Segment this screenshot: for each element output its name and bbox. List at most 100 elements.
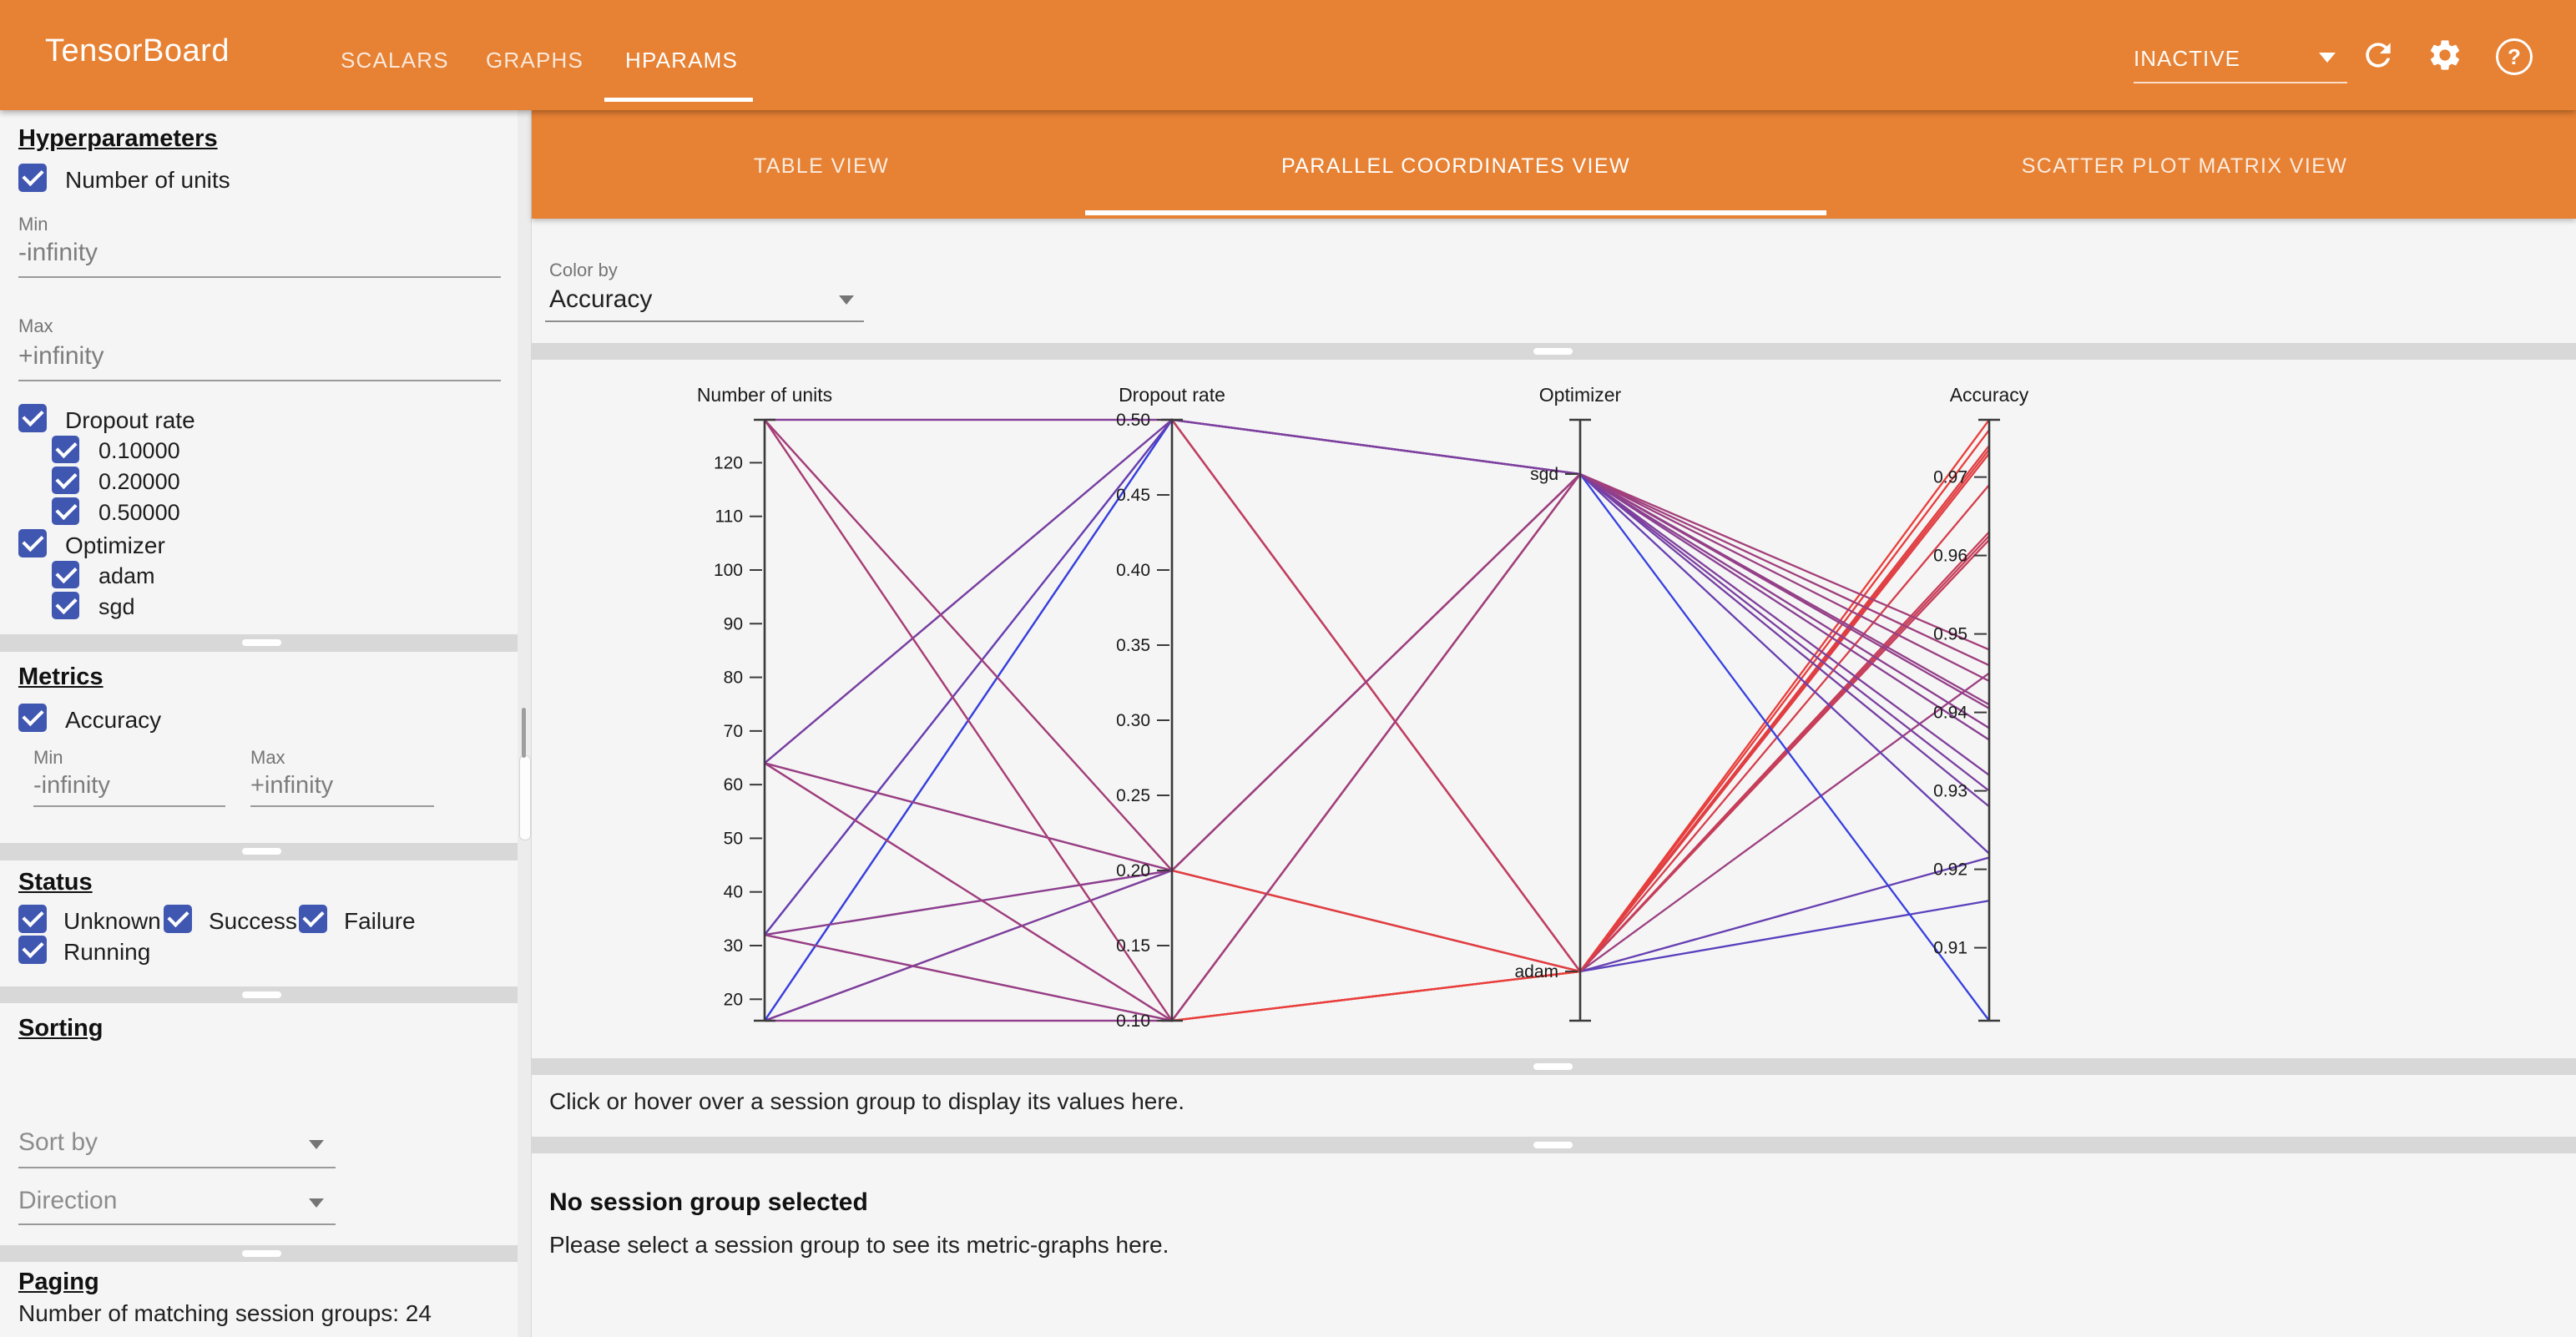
checkbox-label: 0.20000 <box>98 469 180 494</box>
axis-title: Accuracy <box>1950 384 2029 406</box>
tab-parallel-coordinates-view[interactable]: PARALLEL COORDINATES VIEW <box>1281 154 1630 178</box>
checkbox-label: Failure <box>344 908 416 934</box>
max-field-label: Max <box>18 315 53 336</box>
chevron-down-icon[interactable] <box>2319 53 2336 63</box>
session-group-line[interactable] <box>765 418 1990 973</box>
resize-handle[interactable] <box>242 991 281 998</box>
run-status-select[interactable]: INACTIVE <box>2134 46 2240 71</box>
axis-tick-label: 50 <box>724 829 743 848</box>
checkbox-accuracy[interactable] <box>18 704 47 732</box>
parallel-coordinates-section: Number of units 20 30 40 50 60 70 80 90 100 110 120… <box>532 360 2576 1058</box>
reload-icon[interactable] <box>2360 37 2397 73</box>
parallel-coordinates-chart[interactable]: Number of units 20 30 40 50 60 70 80 90 100 110 120… <box>532 360 2576 1057</box>
help-question-mark: ? <box>2508 43 2521 69</box>
max-field-input[interactable]: +infinity <box>250 772 334 799</box>
checkbox-optimizer-sgd[interactable] <box>52 592 79 619</box>
help-icon[interactable]: ? <box>2496 38 2533 75</box>
checkbox-status-running[interactable] <box>18 936 47 964</box>
axis-optimizer[interactable]: Optimizer sgd adam <box>1514 384 1622 1022</box>
checkbox-status-failure[interactable] <box>299 905 327 933</box>
axis-tick-label: 30 <box>724 936 743 956</box>
checkbox-label: Optimizer <box>65 532 165 558</box>
axis-accuracy[interactable]: Accuracy 0.91 0.92 0.93 0.94 0.95 0.96 0.97 <box>1933 384 2029 1022</box>
checkbox-status-success[interactable] <box>164 905 192 933</box>
checkbox-dropout-rate[interactable] <box>18 404 47 432</box>
checkbox-label: sgd <box>98 594 135 619</box>
sidebar-section-metrics: Metrics Accuracy Min -infinity Max +infi… <box>0 652 519 843</box>
max-field-input[interactable]: +infinity <box>18 342 104 370</box>
axis-tick-label: 0.25 <box>1116 786 1150 805</box>
active-tab-underline <box>604 98 753 102</box>
axis-tick-label: 0.91 <box>1933 939 1967 958</box>
chevron-down-icon[interactable] <box>309 1198 324 1208</box>
sidebar-splitter-handle[interactable] <box>522 708 526 758</box>
session-group-line[interactable] <box>764 419 1990 1022</box>
axis-number-of-units[interactable]: Number of units 20 30 40 50 60 70 80 90 100 110 120 <box>697 384 832 1022</box>
sort-by-select[interactable]: Sort by <box>18 1128 98 1156</box>
hyperparameters-heading: Hyperparameters <box>18 125 218 152</box>
axis-tick-label: 20 <box>724 990 743 1009</box>
session-group-line[interactable] <box>764 418 1990 1022</box>
tab-hparams[interactable]: HPARAMS <box>625 48 739 73</box>
active-view-underline <box>1085 210 1826 215</box>
tab-scalars[interactable]: SCALARS <box>341 48 449 73</box>
color-by-section: Color by Accuracy <box>532 219 2576 343</box>
sorting-heading: Sorting <box>18 1015 104 1042</box>
axis-tick-label: 60 <box>724 775 743 795</box>
axis-tick-label: 0.92 <box>1933 860 1967 880</box>
axis-tick-label: 80 <box>724 668 743 688</box>
sidebar-scrollbar-thumb[interactable] <box>519 755 531 840</box>
chevron-down-icon[interactable] <box>309 1140 324 1149</box>
axis-tick-label: 0.94 <box>1933 704 1967 723</box>
axis-dropout-rate[interactable]: Dropout rate 0.10 0.15 0.20 0.25 0.30 0.35 0.40… <box>1116 384 1225 1031</box>
session-values-section: Click or hover over a session group to d… <box>532 1075 2576 1137</box>
checkbox-optimizer[interactable] <box>18 529 47 558</box>
axis-title: Optimizer <box>1539 384 1622 406</box>
settings-gear-icon[interactable] <box>2427 37 2463 73</box>
direction-select[interactable]: Direction <box>18 1187 118 1214</box>
checkbox-label: adam <box>98 563 155 588</box>
min-field-label: Min <box>33 747 63 768</box>
resize-handle[interactable] <box>1533 348 1573 355</box>
view-tabbar: TABLE VIEW PARALLEL COORDINATES VIEW SCA… <box>532 110 2576 219</box>
resize-handle[interactable] <box>1533 1142 1573 1148</box>
axis-title: Number of units <box>697 384 832 406</box>
checkbox-dropout-0.2[interactable] <box>52 467 79 494</box>
status-select-underline <box>2134 82 2347 83</box>
paging-heading: Paging <box>18 1269 99 1295</box>
tab-table-view[interactable]: TABLE VIEW <box>753 154 890 178</box>
session-group-line[interactable] <box>765 418 1990 776</box>
resize-handle[interactable] <box>1533 1063 1573 1070</box>
axis-tick-label: 0.35 <box>1116 636 1150 655</box>
session-group-line[interactable] <box>764 418 1990 1022</box>
session-group-line[interactable] <box>764 419 1990 872</box>
empty-state-title: No session group selected <box>549 1188 868 1216</box>
input-underline <box>18 276 501 278</box>
axis-tick-label: 0.50 <box>1116 411 1150 430</box>
resize-handle[interactable] <box>242 639 281 646</box>
axis-tick-label: 0.97 <box>1933 468 1967 487</box>
session-group-line[interactable] <box>764 418 1990 936</box>
tab-scatter-plot-matrix-view[interactable]: SCATTER PLOT MATRIX VIEW <box>2021 154 2348 178</box>
matching-groups-count: Number of matching session groups: 24 <box>18 1300 432 1326</box>
session-group-line[interactable] <box>765 484 1990 1022</box>
select-underline <box>545 320 864 322</box>
session-group-line[interactable] <box>764 539 1990 1022</box>
min-field-input[interactable]: -infinity <box>18 239 98 266</box>
axis-tick-label: 110 <box>715 507 743 527</box>
checkbox-number-of-units[interactable] <box>18 164 47 192</box>
checkbox-dropout-0.1[interactable] <box>52 436 79 463</box>
min-field-input[interactable]: -infinity <box>33 772 110 799</box>
chevron-down-icon[interactable] <box>839 295 854 305</box>
session-group-line[interactable] <box>764 452 1990 973</box>
color-by-select[interactable]: Accuracy <box>549 285 653 313</box>
resize-handle[interactable] <box>242 1250 281 1257</box>
session-group-line[interactable] <box>764 448 1990 1022</box>
sidebar-section-sorting: Sorting Sort by Direction <box>0 1003 519 1245</box>
checkbox-dropout-0.5[interactable] <box>52 497 79 525</box>
checkbox-optimizer-adam[interactable] <box>52 561 79 588</box>
resize-handle[interactable] <box>242 848 281 855</box>
tab-graphs[interactable]: GRAPHS <box>486 48 584 73</box>
session-group-line[interactable] <box>764 419 1990 1022</box>
checkbox-status-unknown[interactable] <box>18 905 47 933</box>
